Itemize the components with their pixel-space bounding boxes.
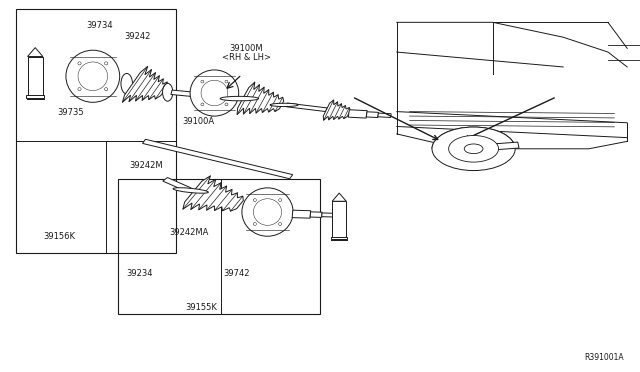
Ellipse shape [278, 199, 282, 202]
Polygon shape [122, 66, 167, 102]
Text: 39734: 39734 [86, 20, 113, 29]
Ellipse shape [104, 62, 108, 65]
Text: 39742: 39742 [223, 269, 250, 278]
Polygon shape [332, 193, 346, 201]
Ellipse shape [225, 80, 228, 83]
Bar [118, 179, 320, 314]
Text: 39156K: 39156K [43, 232, 75, 241]
Polygon shape [310, 212, 322, 217]
Ellipse shape [253, 199, 282, 225]
Polygon shape [467, 142, 519, 152]
Ellipse shape [270, 103, 298, 106]
Polygon shape [183, 176, 243, 211]
Ellipse shape [190, 70, 239, 116]
Ellipse shape [432, 127, 515, 170]
Ellipse shape [253, 222, 257, 225]
Ellipse shape [78, 62, 81, 65]
Text: 39100M: 39100M [230, 44, 263, 53]
Ellipse shape [201, 80, 228, 106]
Polygon shape [348, 110, 367, 118]
Text: <RH & LH>: <RH & LH> [222, 52, 271, 61]
Text: 39234: 39234 [126, 269, 153, 278]
Ellipse shape [121, 73, 132, 94]
Ellipse shape [78, 87, 81, 91]
Polygon shape [28, 57, 43, 97]
Polygon shape [331, 237, 348, 239]
Ellipse shape [173, 188, 209, 193]
Ellipse shape [253, 199, 257, 202]
Ellipse shape [449, 135, 499, 162]
Text: 39100A: 39100A [182, 116, 214, 125]
Polygon shape [171, 90, 199, 97]
Ellipse shape [225, 103, 228, 106]
Ellipse shape [201, 80, 204, 83]
Ellipse shape [78, 62, 108, 90]
Ellipse shape [163, 83, 173, 101]
Polygon shape [332, 201, 346, 238]
Ellipse shape [220, 96, 259, 101]
Polygon shape [237, 82, 284, 115]
Ellipse shape [66, 50, 120, 102]
Text: 39735: 39735 [58, 108, 84, 117]
Polygon shape [366, 112, 378, 118]
Ellipse shape [464, 144, 483, 154]
Ellipse shape [278, 222, 282, 225]
Text: 39155K: 39155K [186, 302, 218, 311]
Polygon shape [28, 48, 43, 57]
Ellipse shape [104, 87, 108, 91]
Polygon shape [323, 100, 350, 120]
Text: 39242M: 39242M [129, 161, 163, 170]
Text: 39242: 39242 [124, 32, 151, 41]
Polygon shape [286, 103, 327, 112]
Polygon shape [163, 177, 191, 192]
Polygon shape [378, 113, 391, 118]
Bar [16, 9, 176, 253]
Text: R391001A: R391001A [584, 353, 624, 362]
Text: 39242MA: 39242MA [170, 228, 209, 237]
Polygon shape [292, 210, 310, 218]
Polygon shape [26, 95, 44, 98]
Ellipse shape [201, 103, 204, 106]
Ellipse shape [242, 188, 293, 236]
Polygon shape [143, 139, 292, 179]
Polygon shape [322, 213, 335, 217]
